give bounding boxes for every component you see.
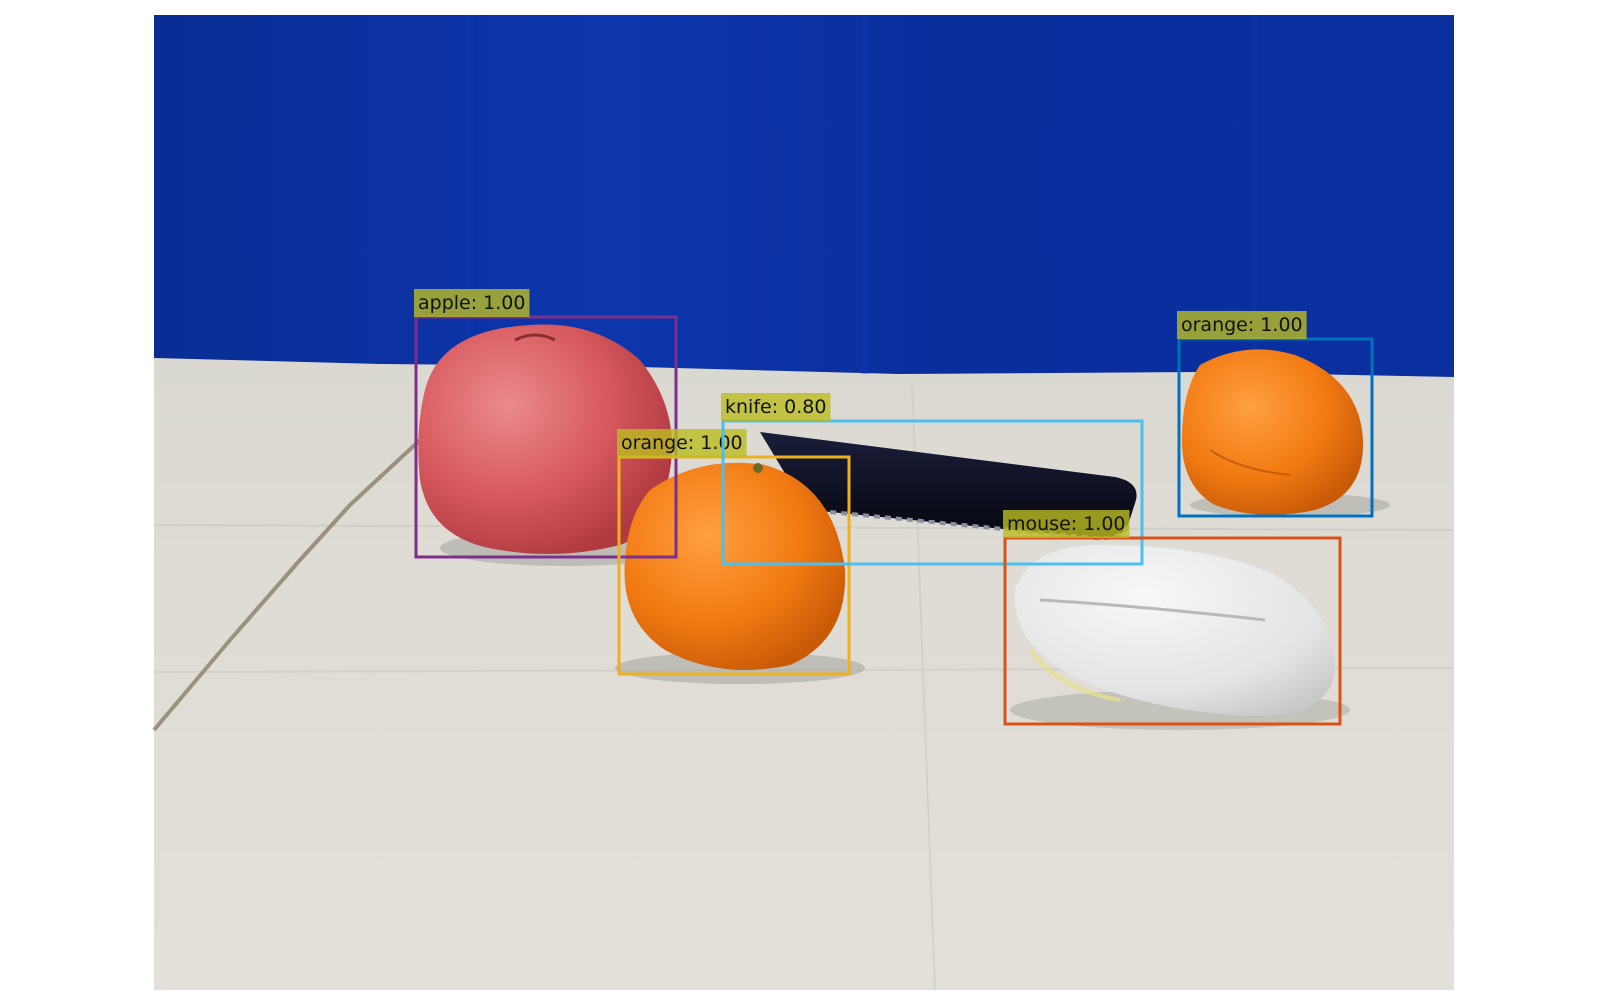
detection-apple: apple: 1.00 (414, 289, 678, 559)
detection-orange: orange: 1.00 (617, 429, 851, 676)
label-background (1177, 311, 1307, 339)
label-background (617, 429, 747, 457)
detection-label: mouse: 1.00 (1007, 513, 1126, 535)
detection-label: orange: 1.00 (621, 432, 743, 454)
orange-object-right (1181, 349, 1364, 515)
blue-backdrop (154, 15, 1454, 377)
mouse-object (1014, 545, 1335, 716)
label-background (1003, 510, 1130, 538)
label-background (414, 289, 530, 317)
apple-object (418, 324, 672, 554)
detections-overlay: apple: 1.00 orange: 1.00 knife: 0.80 mouse:… (414, 289, 1374, 726)
detection-label: orange: 1.00 (1181, 314, 1303, 336)
paper-crease (152, 438, 422, 732)
orange-object-front (624, 462, 846, 670)
photo (152, 15, 1455, 991)
bounding-box (721, 419, 1144, 566)
detection-mouse: mouse: 1.00 (1003, 510, 1342, 726)
detection-knife: knife: 0.80 (721, 393, 1144, 566)
label-background (721, 393, 831, 421)
detection-label: apple: 1.00 (418, 292, 525, 314)
detection-orange: orange: 1.00 (1177, 311, 1374, 518)
bounding-box (1003, 536, 1342, 726)
detection-label: knife: 0.80 (725, 396, 826, 418)
